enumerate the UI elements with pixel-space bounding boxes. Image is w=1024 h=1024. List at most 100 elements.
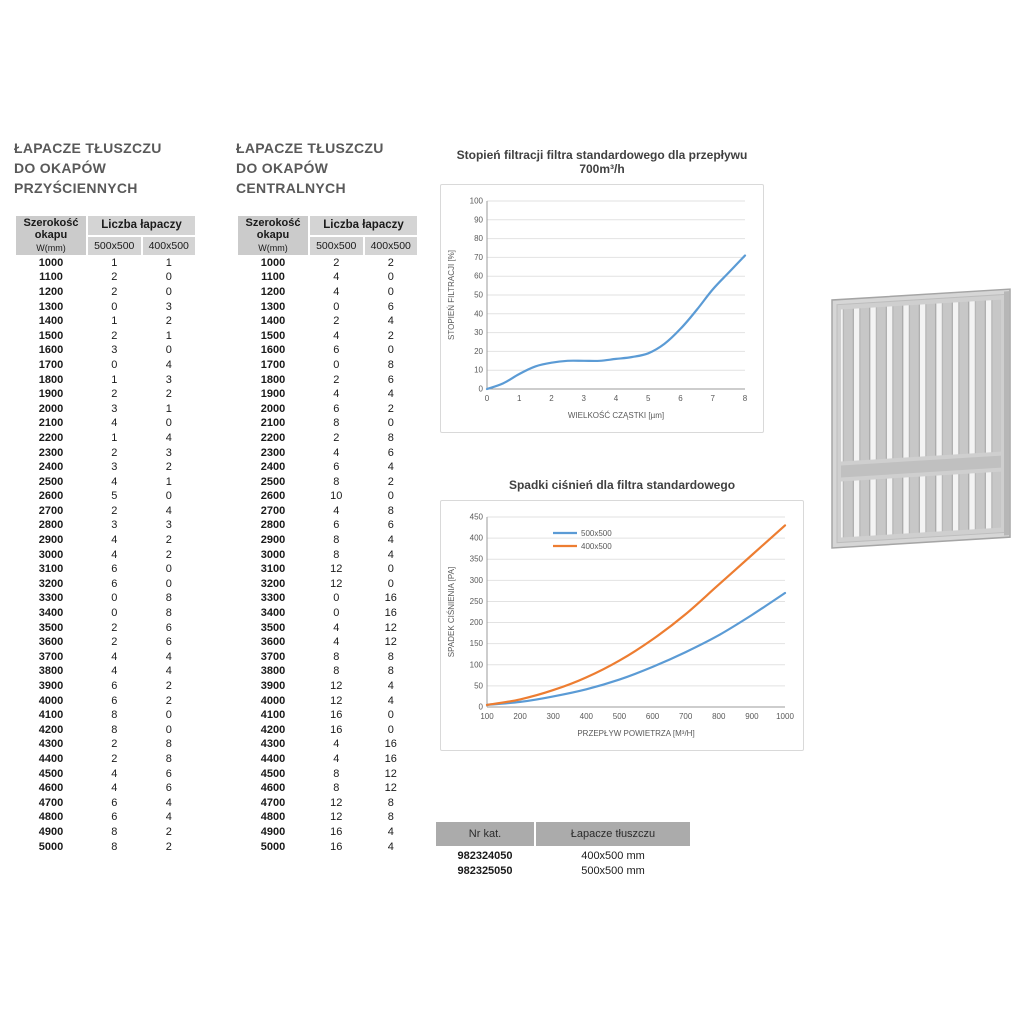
table-row: 4800 12 8 [237,811,418,826]
table-row: 1300 0 6 [237,300,418,315]
table-row: 2700 2 4 [15,504,196,519]
row-value-cell: 0 [387,709,394,722]
row-value-cell: 0 [387,563,394,576]
row-value-cell: 2 [111,504,118,517]
row-value-cell: 8 [165,607,172,620]
table-row: 1000 1 1 [15,256,196,271]
row-value-cell: 2 [387,329,394,342]
row-value-cell: 6 [111,811,118,824]
row-value-cell: 2 [111,271,118,284]
row-key-cell: 1900 [260,388,286,401]
svg-text:10: 10 [474,366,483,375]
table-row: 3200 6 0 [15,577,196,592]
row-key-cell: 4800 [260,811,286,824]
row-key-cell: 2900 [38,534,64,547]
table-row: 4700 6 4 [15,796,196,811]
table-row: 1200 2 0 [15,285,196,300]
row-value-cell: 4 [111,475,118,488]
row-value-cell: 4 [111,534,118,547]
svg-text:90: 90 [474,215,483,224]
svg-text:400: 400 [580,712,594,721]
row-key-cell: 3900 [38,680,64,693]
row-value-cell: 0 [165,490,172,503]
row-value-cell: 0 [165,417,172,430]
row-value-cell: 8 [111,723,118,736]
svg-text:700: 700 [679,712,693,721]
row-value-cell: 2 [165,534,172,547]
row-key-cell: 1300 [38,300,64,313]
table-row: 3900 12 4 [237,679,418,694]
table-row: 2700 4 8 [237,504,418,519]
row-key-cell: 4300 [260,738,286,751]
table-row: 3500 4 12 [237,621,418,636]
row-key-cell: 3100 [260,563,286,576]
row-key-cell: 1600 [260,344,286,357]
row-key-cell: 5000 [260,840,286,853]
row-value-cell: 12 [330,694,343,707]
row-key-cell: 3300 [38,592,64,605]
row-key-cell: 1400 [260,315,286,328]
row-key-cell: 1000 [38,257,64,270]
title-line: ŁAPACZE TŁUSZCZU [236,140,384,156]
row-value-cell: 6 [165,636,172,649]
row-value-cell: 3 [111,402,118,415]
table-row: 4900 8 2 [15,825,196,840]
row-value-cell: 3 [165,373,172,386]
row-value-cell: 2 [111,285,118,298]
row-value-cell: 4 [333,636,340,649]
table-title-wall-hoods: ŁAPACZE TŁUSZCZU DO OKAPÓW PRZYŚCIENNYCH [14,138,197,198]
row-value-cell: 8 [387,358,394,371]
row-value-cell: 3 [111,344,118,357]
svg-text:350: 350 [470,555,484,564]
row-key-cell: 3300 [260,592,286,605]
row-value-cell: 4 [111,782,118,795]
row-value-cell: 8 [387,665,394,678]
header-catalog-number: Nr kat. [434,820,536,848]
svg-text:300: 300 [547,712,561,721]
row-value-cell: 8 [111,840,118,853]
row-value-cell: 0 [333,300,340,313]
row-key-cell: 2000 [260,402,286,415]
row-key-cell: 3800 [260,665,286,678]
row-value-cell: 16 [330,723,343,736]
row-value-cell: 2 [111,446,118,459]
row-value-cell: 6 [333,519,340,532]
table-row: 3800 8 8 [237,665,418,680]
row-key-cell: 4300 [38,738,64,751]
header-hood-width-unit: W(mm) [36,243,66,253]
catalog-table: Nr kat. Łapacze tłuszczu 982324050 400x50… [434,820,692,879]
row-value-cell: 4 [333,504,340,517]
svg-text:40: 40 [474,309,483,318]
row-value-cell: 4 [333,752,340,765]
table-block-wall-hoods: ŁAPACZE TŁUSZCZU DO OKAPÓW PRZYŚCIENNYCH… [14,138,197,854]
row-key-cell: 3100 [38,563,64,576]
table-row: 1800 1 3 [15,373,196,388]
row-key-cell: 2700 [38,504,64,517]
row-value-cell: 0 [387,417,394,430]
row-key-cell: 1000 [260,257,286,270]
table-row: 3600 2 6 [15,635,196,650]
row-key-cell: 2800 [38,519,64,532]
row-value-cell: 6 [387,519,394,532]
table-row: 3100 12 0 [237,562,418,577]
row-value-cell: 2 [333,431,340,444]
svg-text:6: 6 [678,394,683,403]
table-row: 1500 2 1 [15,329,196,344]
row-value-cell: 0 [387,285,394,298]
row-value-cell: 4 [387,825,394,838]
table-row: 3600 4 12 [237,635,418,650]
row-value-cell: 16 [384,592,397,605]
row-value-cell: 2 [387,257,394,270]
row-value-cell: 8 [387,431,394,444]
row-value-cell: 4 [165,796,172,809]
table-row: 2300 2 3 [15,446,196,461]
table-row: 3300 0 8 [15,592,196,607]
spec-table-wall: Szerokość okapu W(mm) Liczba łapaczy 500… [14,214,197,854]
svg-text:PRZEPŁYW POWIETRZA [M³/H]: PRZEPŁYW POWIETRZA [M³/H] [577,729,694,738]
row-value-cell: 4 [333,738,340,751]
row-value-cell: 8 [333,767,340,780]
row-value-cell: 0 [165,723,172,736]
row-key-cell: 3600 [260,636,286,649]
header-hood-width: Szerokość okapu W(mm) [14,214,88,257]
table-row: 4300 2 8 [15,738,196,753]
